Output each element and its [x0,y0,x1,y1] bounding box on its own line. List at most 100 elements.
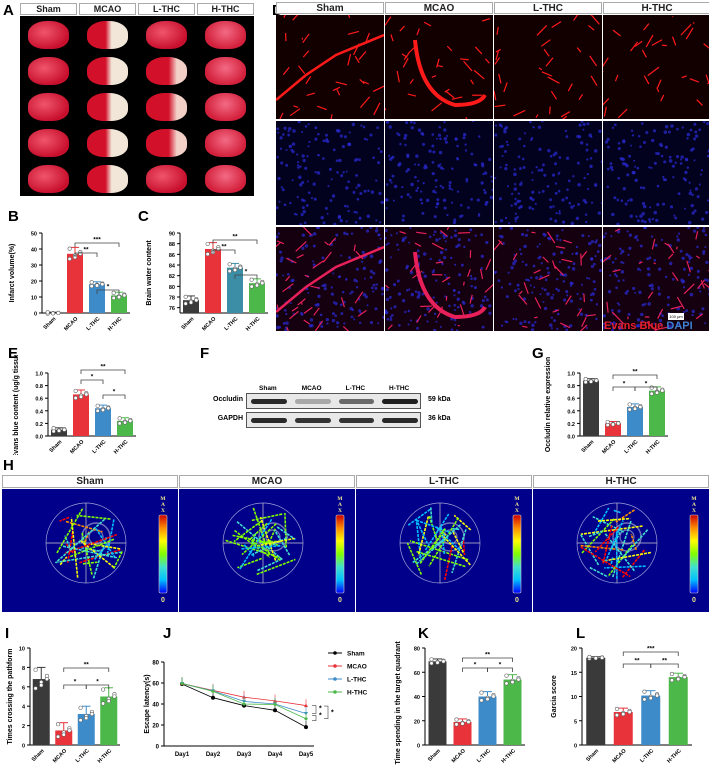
svg-text:*: * [96,679,99,686]
svg-text:88: 88 [169,242,175,248]
svg-text:Times crossing the pathform: Times crossing the pathform [7,649,14,745]
svg-text:*: * [623,381,626,388]
svg-text:L-THC: L-THC [86,316,102,332]
ttc-image-grid [20,16,254,196]
svg-text:MCAO: MCAO [52,748,69,765]
svg-text:***: *** [647,646,655,653]
blot-band [382,418,418,423]
fluorescence-legend: Evans Blue DAPI [604,320,693,332]
svg-text:*: * [113,389,116,396]
blot-band [251,418,287,423]
svg-text:0: 0 [574,744,577,750]
panel-label-b: B [8,208,19,225]
svg-text:86: 86 [169,253,175,259]
blot-strip-occludin [246,393,421,409]
svg-text:0: 0 [22,744,25,750]
panel-a-header-mcao: MCAO [79,3,136,15]
brain-slice [87,93,128,121]
svg-text:50: 50 [31,232,37,238]
svg-text:0: 0 [515,597,519,604]
brain-slice [146,21,187,49]
svg-text:Day4: Day4 [268,752,283,758]
svg-text:Day1: Day1 [175,752,190,758]
brain-slice [28,165,69,193]
svg-text:MCAO: MCAO [601,439,618,455]
blot-lane-h-thc: H-THC [389,385,410,392]
fluorescence-tile-red [276,15,384,119]
svg-text:0.8: 0.8 [35,384,43,390]
blot-band [338,399,375,404]
svg-text:H-THC: H-THC [113,439,129,455]
svg-text:78: 78 [169,296,175,302]
brain-slice [28,129,69,157]
chart-l-garcia-score: 0 5 10 15 20 Garcia score Sham MCAO L-THC H-THC **… [551,646,692,765]
blot-band [294,418,331,423]
svg-text:40: 40 [152,703,159,709]
panel-a-header-sham: Sham [20,3,77,15]
svg-text:60: 60 [414,671,420,677]
brain-slice [28,57,69,85]
panel-h-header-l-thc: L-THC [356,475,532,488]
blot-kda: 59 kDa [428,396,451,403]
svg-text:6: 6 [22,685,25,691]
svg-text:X: X [692,508,696,514]
panel-label-f: F [200,345,210,362]
svg-text:M: M [514,496,520,502]
fluorescence-tile-red [494,15,602,119]
svg-text:Escape latency(s): Escape latency(s) [144,674,151,733]
svg-text:10: 10 [19,647,25,653]
svg-text:Sham: Sham [43,316,58,331]
svg-text:*: * [319,705,322,712]
svg-text:5: 5 [574,719,577,725]
svg-text:**: ** [662,658,668,665]
panel-h-header-h-thc: H-THC [533,475,709,488]
svg-text:MCAO: MCAO [201,316,218,333]
svg-text:MCAO: MCAO [612,748,629,765]
chart-g-occludin: 0.0 0.2 0.4 0.6 0.8 1.0 Occludin relative expr… [545,357,668,455]
svg-text:0.4: 0.4 [567,409,576,415]
svg-text:76: 76 [169,306,175,312]
brain-slice [146,93,187,121]
svg-text:M: M [160,496,166,502]
panel-label-h: H [3,457,14,474]
svg-text:**: ** [485,652,491,659]
panel-d-header-l-thc: L-THC [494,2,602,14]
svg-text:*: * [645,381,648,388]
chart-j-escape-latency: 0 20 40 60 80 Day1 Day2 Day3 Day4 Day5 Escape late… [144,651,368,759]
svg-text:A: A [161,502,165,508]
svg-text:*: * [331,710,334,717]
svg-text:Garcia score: Garcia score [551,675,558,718]
panel-label-l: L [576,625,586,642]
svg-text:4: 4 [22,705,26,711]
panel-d-header-sham: Sham [276,2,384,14]
blot-band [294,399,331,404]
chart-b-infarct-volume: 0 10 20 30 40 50 Infarct volume(%) Sham MCAO L-TH… [9,232,130,333]
svg-text:2: 2 [22,724,25,730]
fluorescence-tile-merge [385,227,493,331]
svg-text:X: X [515,508,519,514]
svg-text:0: 0 [156,745,160,751]
svg-text:MCAO: MCAO [347,664,367,671]
panel-d-header-h-thc: H-THC [603,2,709,14]
fluorescence-tile-blue [276,121,384,225]
svg-text:Day5: Day5 [299,752,314,758]
svg-text:A: A [338,502,342,508]
svg-text:MCAO: MCAO [63,316,80,333]
panel-a-header-h-thc: H-THC [197,3,254,15]
svg-text:L-THC: L-THC [624,439,640,455]
svg-text:20: 20 [414,719,420,725]
brain-slice [205,21,246,49]
svg-text:60: 60 [152,682,159,688]
brain-slice [28,21,69,49]
fluorescence-tile-red [603,15,709,119]
legend-dapi: DAPI [666,320,693,332]
svg-text:*: * [245,269,248,276]
svg-text:*: * [474,662,477,669]
fluorescence-tile-blue [385,121,493,225]
svg-text:X: X [338,508,342,514]
brain-slice [205,129,246,157]
svg-text:10: 10 [31,296,37,302]
chart-c-brain-water: 76 78 80 82 84 86 88 90 Brain water content Sham M… [146,232,268,333]
